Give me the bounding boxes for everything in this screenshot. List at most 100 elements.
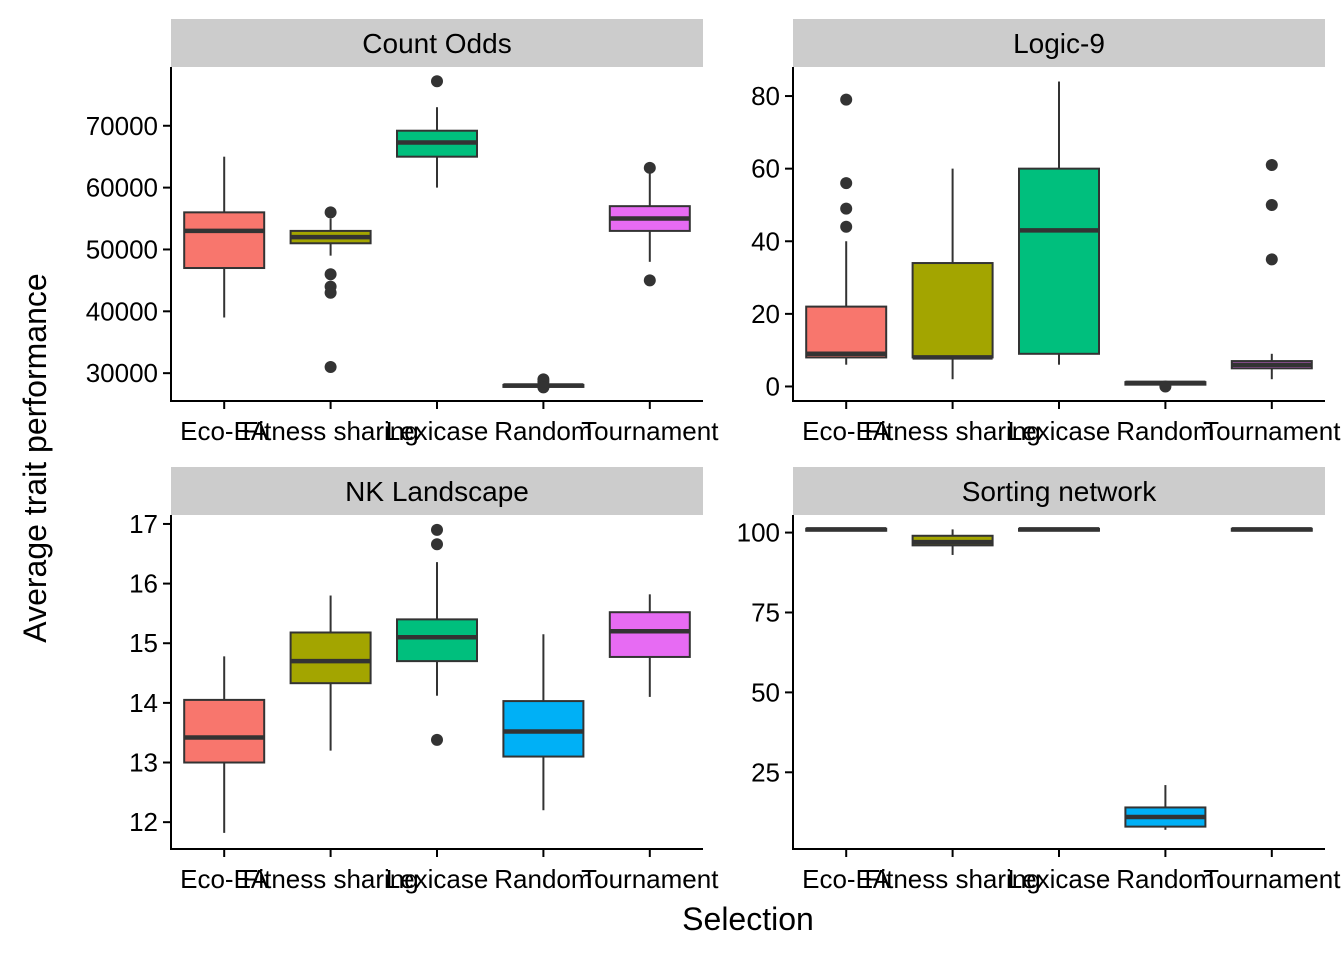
outlier-point: [431, 733, 443, 746]
y-tick-label: 40: [751, 226, 780, 256]
panel-title: Logic-9: [1013, 28, 1105, 59]
y-tick-label: 0: [766, 371, 780, 401]
outlier-point: [324, 360, 337, 373]
box-random: [1124, 380, 1207, 393]
outlier-point: [537, 381, 550, 394]
panel-strip: [171, 19, 703, 67]
y-tick-label: 12: [129, 807, 158, 837]
box-tournament: [1230, 527, 1313, 532]
x-tick-label: Lexicase: [386, 416, 489, 446]
box-eco-ea: [183, 656, 266, 833]
box-random: [502, 634, 585, 811]
outlier-point: [1265, 159, 1278, 172]
y-tick-label: 75: [751, 597, 780, 627]
outlier-point: [324, 286, 337, 299]
outlier-point: [1265, 253, 1278, 266]
outlier-point: [1159, 380, 1172, 393]
y-tick-label: 16: [129, 569, 158, 599]
box-lexicase: [1018, 527, 1100, 532]
y-tick-label: 70000: [86, 111, 158, 141]
box-eco-ea: [805, 527, 888, 532]
y-tick-label: 80: [751, 81, 780, 111]
outlier-point: [324, 268, 337, 281]
panel-title: Count Odds: [362, 28, 511, 59]
x-tick-label: Lexicase: [1008, 416, 1111, 446]
y-tick-label: 20: [751, 299, 780, 329]
x-axis-title: Selection: [682, 901, 814, 937]
box-body: [608, 611, 691, 658]
x-tick-label: Fitness sharing: [242, 864, 418, 894]
box-fitness-sharing: [289, 206, 372, 373]
box-random: [1124, 785, 1207, 830]
outlier-point: [840, 220, 853, 233]
x-tick-label: Tournament: [1203, 864, 1341, 894]
box-body: [396, 618, 478, 663]
x-tick-label: Random: [1116, 864, 1214, 894]
panel-count-odds: Count Odds 30000 40000 50000 60000 70000 Eco-E…: [86, 19, 719, 446]
x-tick-label: Eco-EA: [802, 864, 891, 894]
y-tick-label: 17: [129, 509, 158, 539]
box-lexicase: [396, 75, 478, 188]
outlier-point: [643, 274, 656, 287]
x-tick-label: Tournament: [581, 416, 719, 446]
x-tick-label: Lexicase: [1008, 864, 1111, 894]
box-eco-ea: [183, 156, 266, 318]
outlier-point: [431, 523, 443, 536]
box-tournament: [608, 594, 691, 697]
x-tick-label: Random: [1116, 416, 1214, 446]
y-tick-label: 100: [737, 518, 780, 548]
box-fitness-sharing: [289, 595, 372, 751]
outlier-point: [840, 93, 853, 106]
x-tick-label: Fitness sharing: [864, 416, 1040, 446]
box-eco-ea: [805, 93, 888, 365]
box-fitness-sharing: [911, 529, 994, 555]
outlier-point: [1265, 198, 1278, 211]
x-tick-label: Eco-EA: [802, 416, 891, 446]
outlier-point: [840, 202, 853, 215]
box-tournament: [608, 161, 691, 287]
panel-title: Sorting network: [962, 476, 1158, 507]
y-tick-label: 40000: [86, 296, 158, 326]
y-tick-label: 50000: [86, 234, 158, 264]
y-tick-label: 50: [751, 677, 780, 707]
x-tick-label: Eco-EA: [180, 416, 269, 446]
outlier-point: [643, 161, 656, 174]
outlier-point: [840, 177, 853, 190]
outlier-point: [431, 538, 443, 551]
y-tick-label: 15: [129, 628, 158, 658]
panel-title: NK Landscape: [345, 476, 529, 507]
y-tick-label: 25: [751, 757, 780, 787]
panel-strip: [793, 467, 1325, 515]
box-body: [502, 700, 585, 758]
box-body: [805, 305, 888, 359]
y-tick-label: 60: [751, 154, 780, 184]
panel-strip: [171, 467, 703, 515]
y-tick-label: 13: [129, 748, 158, 778]
y-tick-label: 30000: [86, 358, 158, 388]
outlier-point: [324, 206, 337, 219]
box-body: [911, 262, 994, 359]
box-tournament: [1230, 159, 1313, 380]
y-tick-label: 60000: [86, 173, 158, 203]
box-random: [502, 373, 585, 394]
x-tick-label: Random: [494, 864, 592, 894]
x-tick-label: Eco-EA: [180, 864, 269, 894]
outlier-point: [431, 75, 443, 88]
x-tick-label: Tournament: [1203, 416, 1341, 446]
x-tick-label: Lexicase: [386, 864, 489, 894]
y-axis-title: Average trait performance: [17, 273, 53, 642]
facet-panels: Count Odds 30000 40000 50000 60000 70000 Eco-E…: [86, 19, 1341, 894]
box-body: [183, 211, 266, 270]
box-body: [289, 631, 372, 685]
x-tick-label: Fitness sharing: [242, 416, 418, 446]
box-lexicase: [1018, 81, 1100, 365]
x-tick-label: Fitness sharing: [864, 864, 1040, 894]
box-body: [183, 698, 266, 764]
box-body: [1018, 167, 1100, 355]
panel-strip: [793, 19, 1325, 67]
box-lexicase: [396, 523, 478, 746]
